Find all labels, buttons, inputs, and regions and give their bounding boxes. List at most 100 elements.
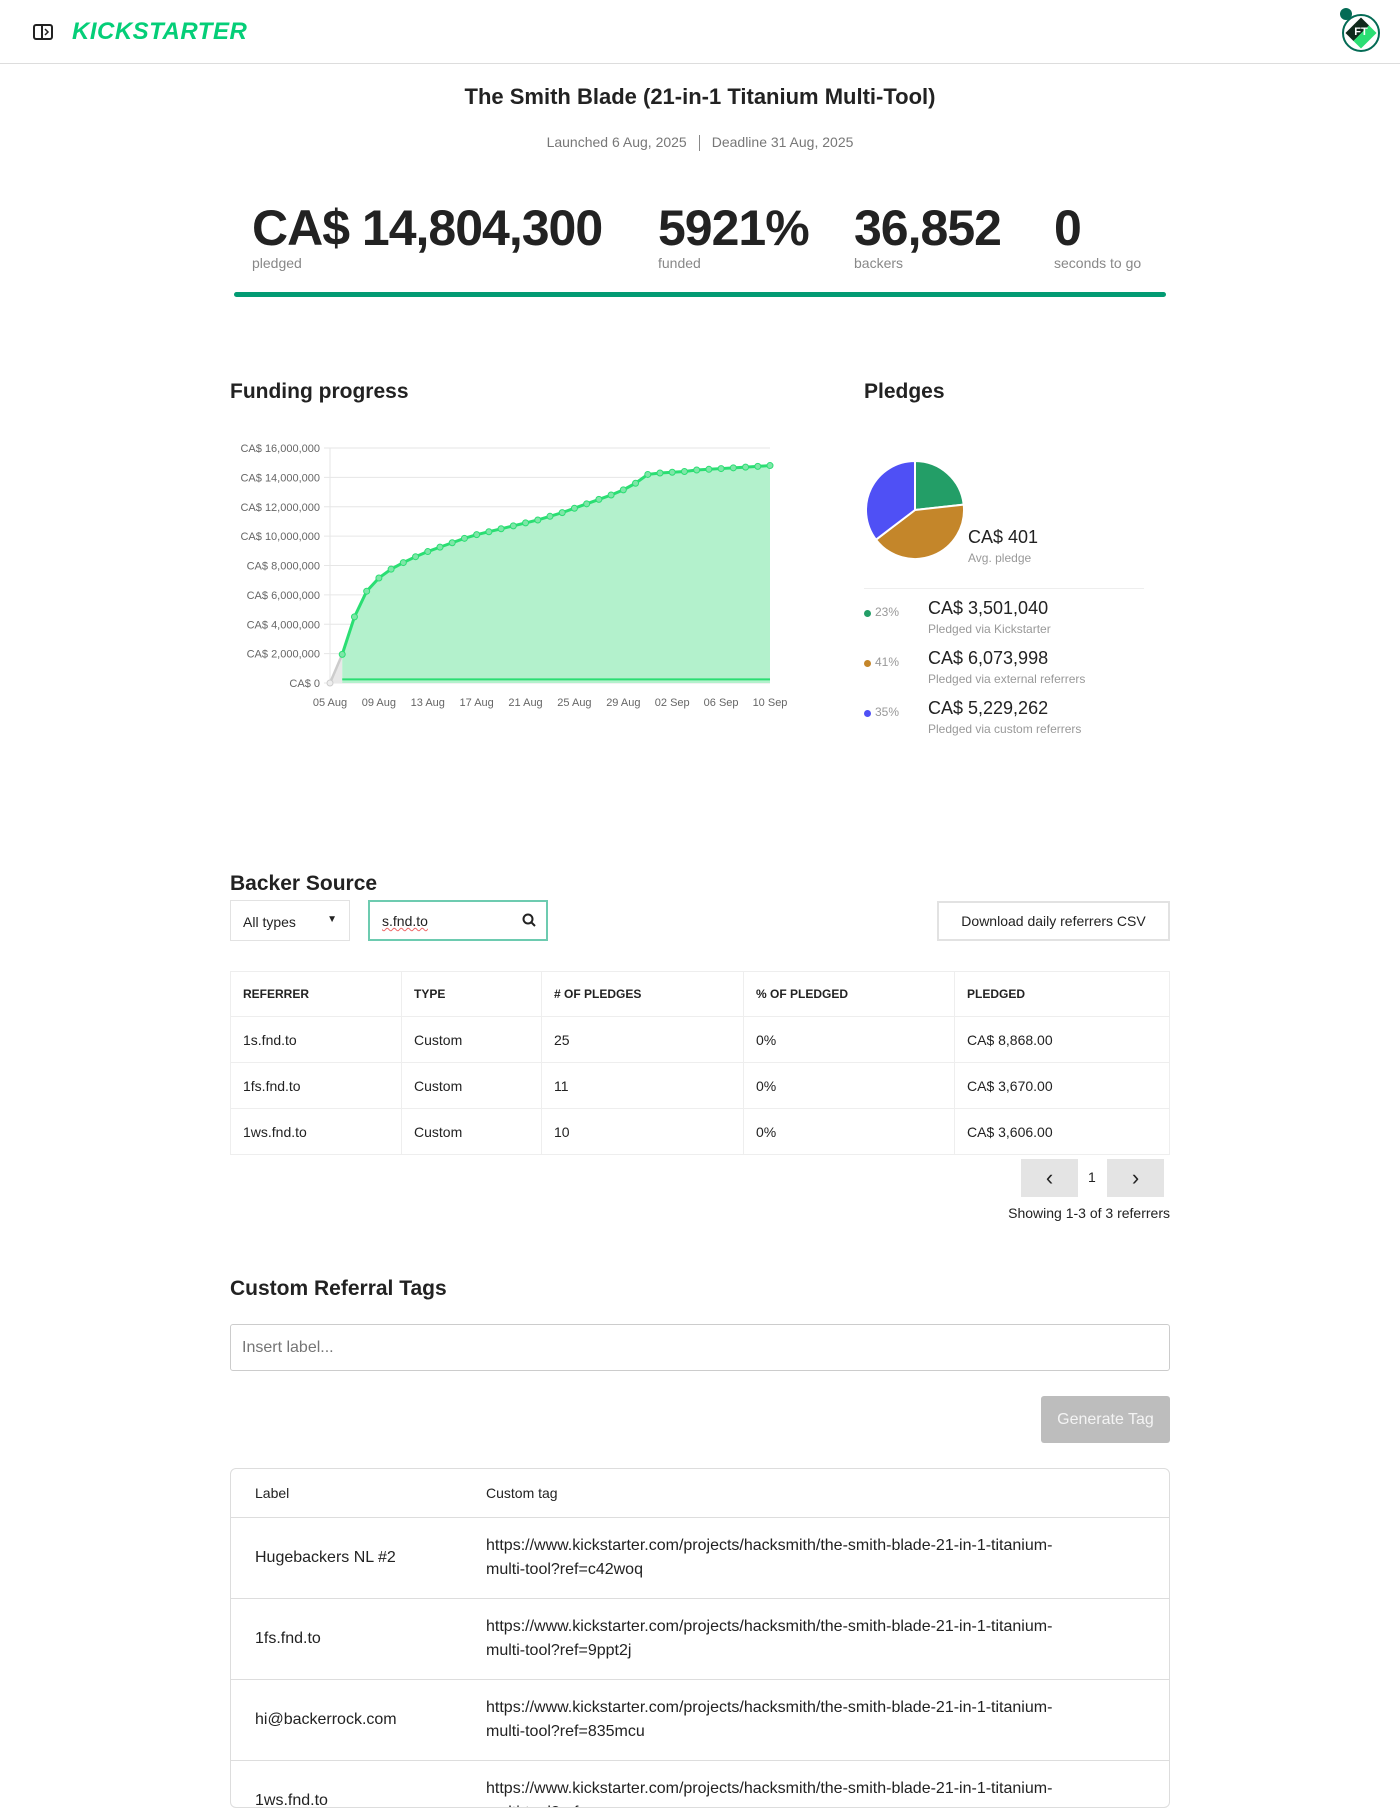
next-page-button[interactable]: ›	[1107, 1159, 1164, 1197]
data-point	[473, 531, 481, 539]
generate-tag-button[interactable]: Generate Tag	[1041, 1396, 1170, 1443]
tag-url[interactable]: https://www.kickstarter.com/projects/hac…	[486, 1759, 1169, 1807]
column-header[interactable]: TYPE	[401, 971, 542, 1017]
y-tick-label: CA$ 14,000,000	[240, 472, 320, 484]
pie-slice	[865, 459, 916, 542]
x-tick-label: 17 Aug	[460, 697, 494, 709]
x-tick-label: 10 Sep	[753, 697, 788, 709]
data-point	[399, 559, 407, 567]
table-row: 1s.fnd.to Custom 25 0% CA$ 8,868.00	[230, 1016, 1170, 1063]
pre-launch-line	[328, 653, 344, 684]
sidebar-toggle-icon[interactable]	[33, 24, 53, 40]
y-tick-label: CA$ 2,000,000	[247, 649, 320, 661]
caret-down-icon: ▼	[327, 914, 337, 925]
stat-time-left: 0 seconds to go	[1054, 200, 1142, 271]
data-point	[668, 468, 676, 476]
stat-pledged: CA$ 14,804,300 pledged	[252, 200, 603, 271]
stat-backers: 36,852 backers	[854, 200, 1002, 271]
data-point	[363, 587, 371, 595]
pledges-pie-chart	[865, 459, 965, 560]
tag-url[interactable]: https://www.kickstarter.com/projects/hac…	[486, 1597, 1169, 1679]
table-row: hi@backerrock.com https://www.kickstarter…	[231, 1678, 1169, 1760]
deadline-date: Deadline 31 Aug, 2025	[711, 134, 854, 150]
download-csv-button[interactable]: Download daily referrers CSV	[937, 901, 1170, 941]
data-point	[509, 522, 517, 530]
pie-slice	[914, 459, 965, 512]
referrer-search-input[interactable]: s.fnd.to	[368, 900, 548, 941]
data-point	[326, 679, 334, 687]
data-point	[754, 462, 762, 470]
table-row: Hugebackers NL #2 https://www.kickstarter…	[231, 1516, 1169, 1598]
table-header-row: REFERRER TYPE # OF PLEDGES% OF PLEDGED PLED…	[230, 971, 1170, 1017]
prev-page-button[interactable]: ‹	[1021, 1159, 1078, 1197]
current-page: 1	[1088, 1169, 1096, 1185]
data-point	[497, 525, 505, 533]
tag-label-input[interactable]	[230, 1324, 1170, 1371]
x-tick-label: 29 Aug	[606, 697, 640, 709]
type-filter-select[interactable]: All types ▼	[230, 900, 350, 941]
data-point	[607, 491, 615, 499]
top-header: KICKSTARTER FT	[0, 0, 1400, 64]
y-tick-label: CA$ 16,000,000	[240, 443, 320, 455]
kickstarter-logo[interactable]: KICKSTARTER	[72, 18, 248, 45]
column-header: Custom tag	[486, 1484, 558, 1501]
funding-progress-heading: Funding progress	[230, 380, 409, 403]
data-point	[742, 463, 750, 471]
pagination-summary: Showing 1-3 of 3 referrers	[1008, 1205, 1170, 1221]
data-point	[656, 469, 664, 477]
data-point	[619, 486, 627, 494]
tag-url[interactable]: https://www.kickstarter.com/projects/hac…	[486, 1516, 1169, 1598]
data-point	[595, 495, 603, 503]
column-header[interactable]: REFERRER	[230, 971, 402, 1017]
project-title: The Smith Blade (21-in-1 Titanium Multi-…	[464, 84, 936, 109]
tags-table: Label Custom tag Hugebackers NL #2 https:/…	[231, 1469, 1169, 1807]
data-point	[558, 509, 566, 517]
funding-area	[342, 465, 770, 683]
data-point	[766, 462, 774, 470]
data-point	[448, 539, 456, 547]
table-row: 1fs.fnd.to Custom 11 0% CA$ 3,670.00	[230, 1062, 1170, 1109]
data-point	[424, 548, 432, 556]
data-point	[375, 574, 383, 582]
table-row: 1fs.fnd.to https://www.kickstarter.com/pr…	[231, 1597, 1169, 1679]
funding-progress-chart: CA$ 0 CA$ 2,000,000 CA$ 4,000,000 CA$ 6,000…	[240, 443, 788, 709]
legend-dot	[864, 610, 871, 617]
tag-url[interactable]: https://www.kickstarter.com/projects/hac…	[486, 1678, 1169, 1760]
search-icon[interactable]	[522, 913, 536, 927]
data-point	[680, 468, 688, 475]
table-header-row: Label Custom tag	[231, 1469, 1169, 1517]
data-point	[412, 553, 420, 561]
data-point	[534, 516, 542, 524]
stat-funded: 5921% funded	[658, 200, 810, 271]
avatar-initials: FT	[1354, 26, 1368, 38]
avg-pledge-label: Avg. pledge	[968, 551, 1032, 565]
column-header: Label	[255, 1484, 290, 1501]
data-point	[717, 465, 725, 473]
column-header[interactable]: # OF PLEDGES	[541, 971, 744, 1017]
avatar[interactable]: FT	[1338, 8, 1382, 52]
avg-pledge-value: CA$ 401	[968, 527, 1039, 547]
referrers-table: REFERRER TYPE # OF PLEDGES% OF PLEDGED PLED…	[230, 971, 1170, 1155]
x-tick-label: 21 Aug	[508, 697, 542, 709]
x-tick-label: 25 Aug	[557, 697, 591, 709]
column-header[interactable]: PLEDGED	[954, 971, 1170, 1017]
data-point	[570, 504, 578, 512]
y-tick-label: CA$ 0	[289, 678, 320, 690]
funding-progress-bar	[234, 292, 1166, 297]
data-point	[729, 464, 737, 472]
data-point	[350, 613, 358, 621]
pledges-heading: Pledges	[864, 380, 945, 403]
chevron-right-icon: ›	[1131, 1165, 1140, 1190]
x-tick-label: 06 Sep	[704, 697, 739, 709]
data-point	[387, 565, 395, 573]
data-point	[485, 528, 493, 536]
y-tick-label: CA$ 10,000,000	[240, 531, 320, 543]
x-tick-label: 02 Sep	[655, 697, 690, 709]
column-header[interactable]: % OF PLEDGED	[743, 971, 955, 1017]
y-tick-label: CA$ 8,000,000	[247, 561, 320, 573]
launch-date: Launched 6 Aug, 2025	[546, 134, 687, 150]
x-tick-label: 05 Aug	[313, 697, 347, 709]
data-point	[705, 465, 713, 473]
legend-dot	[864, 710, 871, 717]
data-point	[338, 650, 346, 658]
